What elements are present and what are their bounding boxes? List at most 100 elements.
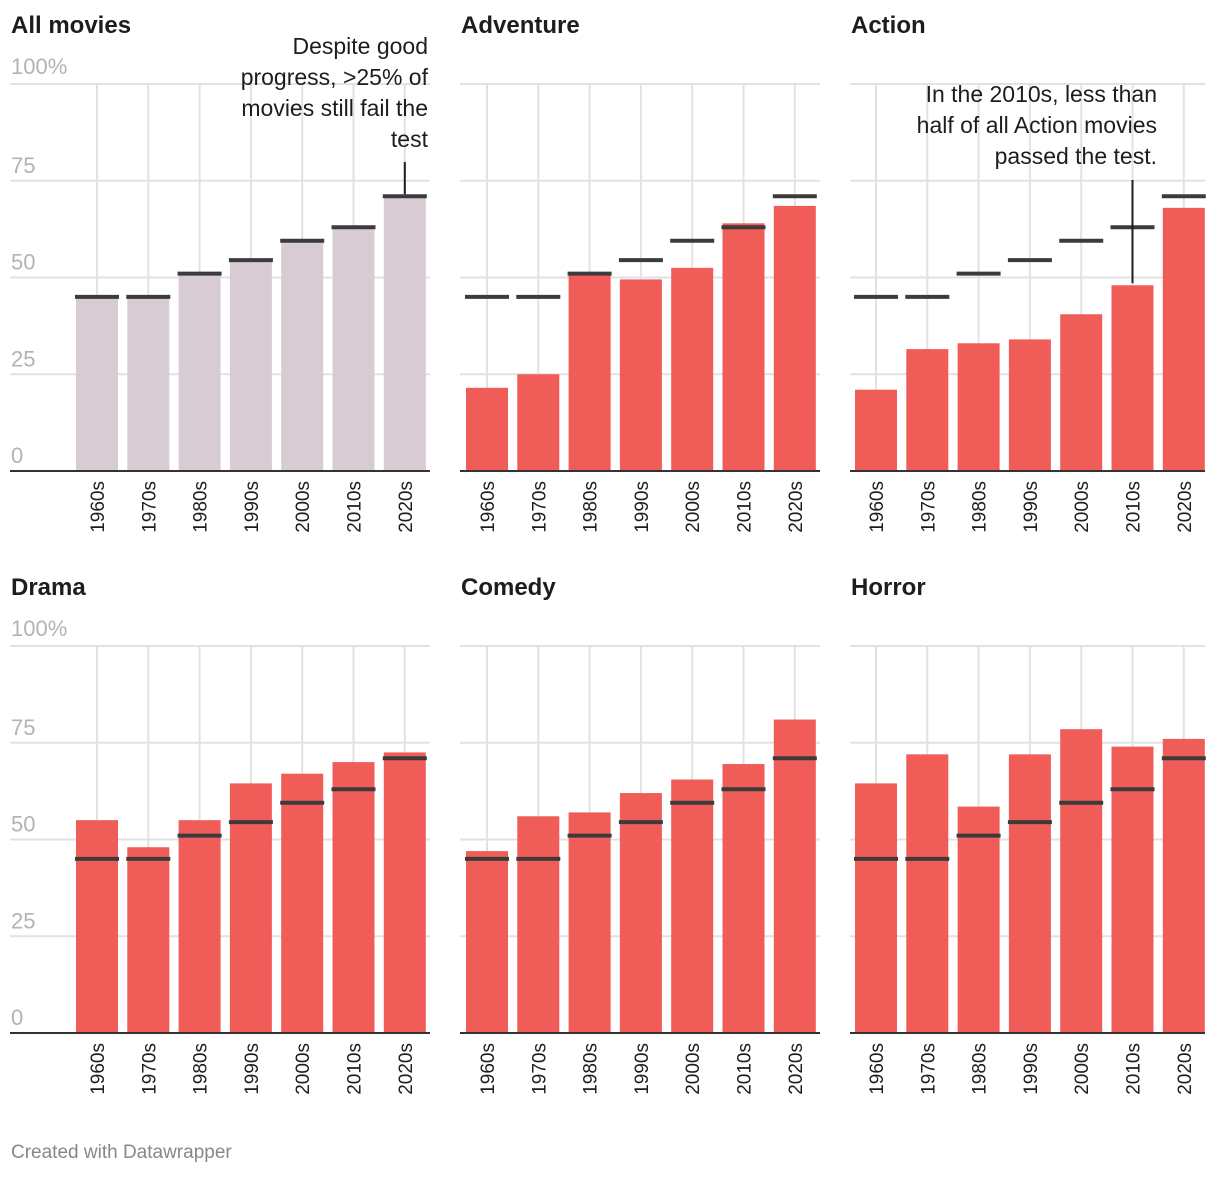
footer-credit: Created with Datawrapper <box>11 1142 232 1163</box>
bar-2010s <box>1111 746 1154 1033</box>
annotation-line: half of all Action movies <box>917 112 1157 138</box>
x-tick-label: 1970s <box>139 1043 160 1095</box>
bar-1980s <box>568 812 611 1033</box>
panel-title: Adventure <box>461 12 580 39</box>
x-tick-label: 1990s <box>242 481 263 533</box>
y-tick-label: 75 <box>11 153 35 178</box>
y-tick-label: 50 <box>11 250 35 275</box>
bar-1990s <box>229 260 272 471</box>
bar-1970s <box>906 349 949 471</box>
panel-title: Drama <box>11 574 86 601</box>
bar-2000s <box>281 240 324 471</box>
x-tick-label: 2000s <box>293 1043 314 1095</box>
bar-2020s <box>773 205 816 471</box>
x-tick-label: 2000s <box>1072 481 1093 533</box>
x-tick-label: 1970s <box>918 1043 939 1095</box>
bar-2000s <box>671 779 714 1033</box>
bar-1980s <box>178 820 221 1033</box>
panel-adventure: Adventure 1960s 1970s 1980s 1990s 2000s 2010s 2… <box>460 12 820 533</box>
y-tick-label-max: 100% <box>11 616 67 641</box>
x-tick-label: 1980s <box>970 1043 991 1095</box>
x-tick-label: 2020s <box>786 1043 807 1095</box>
y-tick-label: 50 <box>11 812 35 837</box>
bar-2020s <box>383 752 426 1033</box>
bar-1980s <box>957 343 1000 471</box>
panel-title: Action <box>851 12 926 39</box>
bar-1990s <box>1008 339 1051 471</box>
x-tick-label: 2010s <box>345 481 366 533</box>
x-tick-label: 1980s <box>970 481 991 533</box>
x-tick-label: 1970s <box>139 481 160 533</box>
bar-1960s <box>466 851 508 1033</box>
x-tick-label: 2020s <box>1175 481 1196 533</box>
panel-drama: Drama 0 25 50 75 100% 1960s 1970s 1980s 1990s 2000… <box>10 574 430 1095</box>
bar-2000s <box>1060 314 1103 471</box>
annotation-line: movies still fail the <box>241 95 428 121</box>
y-tick-label: 75 <box>11 715 35 740</box>
x-tick-label: 1980s <box>191 1043 212 1095</box>
bar-1970s <box>127 296 170 471</box>
bar-1980s <box>568 273 611 471</box>
x-tick-label: 2010s <box>1124 1043 1145 1095</box>
x-tick-label: 2010s <box>735 481 756 533</box>
bar-1970s <box>906 754 949 1033</box>
x-tick-label: 2010s <box>345 1043 366 1095</box>
x-tick-label: 2020s <box>1175 1043 1196 1095</box>
panel-action: Action 1960s 1970s 1980s 1990s 2000s 2010s 2020… <box>850 12 1206 533</box>
annotation-line: In the 2010s, less than <box>926 81 1157 107</box>
x-tick-label: 2020s <box>396 1043 417 1095</box>
bar-1970s <box>127 847 170 1033</box>
y-tick-label: 0 <box>11 443 23 468</box>
x-tick-label: 1990s <box>632 1043 653 1095</box>
x-tick-label: 2000s <box>683 1043 704 1095</box>
annotation-line: progress, >25% of <box>241 64 429 90</box>
x-tick-label: 1960s <box>478 1043 499 1095</box>
bar-2000s <box>281 773 324 1033</box>
x-tick-label: 2000s <box>1072 1043 1093 1095</box>
bar-2000s <box>671 267 714 471</box>
bar-1990s <box>1008 754 1051 1033</box>
x-tick-label: 1980s <box>191 481 212 533</box>
bar-1970s <box>517 374 560 471</box>
panel-title: All movies <box>11 12 131 39</box>
bar-2020s <box>383 196 426 472</box>
bar-2010s <box>1111 285 1154 471</box>
bar-2010s <box>722 223 765 471</box>
panel-all-movies: All movies 0 25 50 75 100% 1960s 1970s 1980s 1990… <box>10 12 430 533</box>
x-tick-label: 2020s <box>396 481 417 533</box>
panel-horror: Horror 1960s 1970s 1980s 1990s 2000s 2010s 2020… <box>850 574 1206 1095</box>
bar-1960s <box>76 820 118 1033</box>
annotation-line: Despite good <box>292 33 428 59</box>
x-tick-label: 2020s <box>786 481 807 533</box>
bar-1980s <box>957 806 1000 1033</box>
bar-2020s <box>1162 738 1205 1033</box>
bar-1990s <box>619 793 662 1033</box>
x-tick-label: 2010s <box>735 1043 756 1095</box>
bar-2020s <box>773 719 816 1033</box>
bar-2000s <box>1060 729 1103 1033</box>
y-tick-label: 0 <box>11 1005 23 1030</box>
annotation-line: test <box>391 126 429 152</box>
bar-1960s <box>466 387 508 471</box>
x-tick-label: 1960s <box>867 1043 888 1095</box>
x-tick-label: 1960s <box>88 1043 109 1095</box>
bar-2010s <box>332 762 375 1033</box>
x-tick-label: 1980s <box>581 1043 602 1095</box>
x-tick-label: 1980s <box>581 481 602 533</box>
panel-title: Comedy <box>461 574 556 601</box>
x-tick-label: 1970s <box>529 1043 550 1095</box>
x-tick-label: 2010s <box>1124 481 1145 533</box>
bar-1960s <box>855 389 897 471</box>
y-tick-label: 25 <box>11 346 35 371</box>
y-tick-label: 25 <box>11 908 35 933</box>
x-tick-label: 1990s <box>242 1043 263 1095</box>
y-tick-label-max: 100% <box>11 54 67 79</box>
bar-1980s <box>178 273 221 471</box>
annotation-line: passed the test. <box>995 143 1157 169</box>
bar-1970s <box>517 816 560 1033</box>
x-tick-label: 2000s <box>293 481 314 533</box>
x-tick-label: 2000s <box>683 481 704 533</box>
bar-1990s <box>229 783 272 1033</box>
x-tick-label: 1990s <box>1021 1043 1042 1095</box>
